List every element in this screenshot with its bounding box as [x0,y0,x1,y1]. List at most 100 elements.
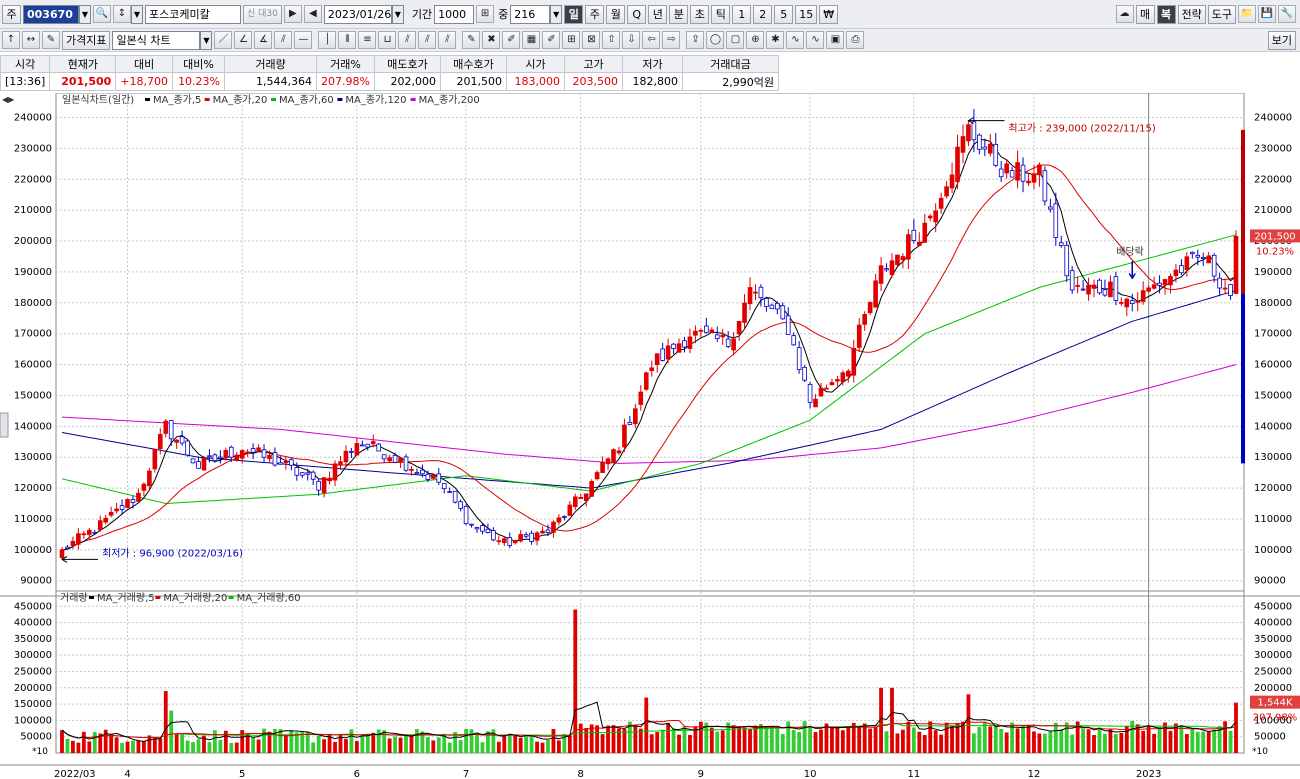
candle-body [1173,269,1179,277]
candle-body [1075,285,1080,287]
candle-body [933,210,938,223]
period-button-8[interactable]: 1 [732,4,752,24]
chart-type-dropdown-icon[interactable]: ▼ [200,30,213,50]
candle-body [676,343,682,353]
draw-tool-icon-12[interactable]: ✎ [462,31,481,49]
candle-body [1200,257,1206,259]
draw-tool-icon-28[interactable]: ∿ [786,31,805,49]
save-icon[interactable]: 💾 [1258,5,1276,23]
strategy-button[interactable]: 전략 [1177,4,1206,24]
volume-bar [819,729,823,753]
volume-bar [169,710,174,753]
history-dropdown-icon[interactable]: ▼ [131,4,143,24]
date-dropdown-icon[interactable]: ▼ [391,4,404,24]
draw-tool-icon-19[interactable]: ⇧ [602,31,621,49]
expand-icon[interactable]: ↔ [22,31,40,49]
market-type-button[interactable]: 주 [2,4,21,24]
view-button[interactable]: 보기 [1267,30,1296,50]
draw-tool-icon-2[interactable]: ∡ [254,31,273,49]
volume-bar [1070,734,1075,753]
code-dropdown-icon[interactable]: ▼ [79,4,91,24]
cloud-icon[interactable]: ☁ [1115,5,1134,23]
wrench-icon[interactable]: 🔧 [1278,5,1296,23]
period-button-0[interactable]: 일 [564,4,584,24]
play-back-icon[interactable]: ◀ [303,5,322,23]
weight-dropdown-icon[interactable]: ▼ [550,4,563,24]
indicator-button[interactable]: 가격지표 [62,30,111,50]
period-button-4[interactable]: 년 [648,4,668,24]
price-tick-label-right: 160000 [1254,360,1292,371]
chart-type-select[interactable]: 일본식 차트 [112,30,201,50]
volume-bar [1081,728,1086,753]
draw-tool-icon-8[interactable]: ⊔ [378,31,397,49]
draw-tool-icon-14[interactable]: ✐ [502,31,521,49]
price-tick-label-left: 170000 [14,329,52,340]
draw-tool-icon-31[interactable]: ⎙ [846,31,865,49]
period-input[interactable]: 1000 [434,4,475,24]
draw-tool-icon-13[interactable]: ✖ [482,31,501,49]
volume-bar [944,722,949,753]
draw-tool-icon-27[interactable]: ✱ [766,31,785,49]
period-button-1[interactable]: 주 [585,4,605,24]
edit-icon[interactable]: ✎ [42,31,60,49]
draw-tool-icon-15[interactable]: ▦ [522,31,541,49]
draw-tool-icon-23[interactable]: ⇪ [686,31,705,49]
draw-tool-icon-30[interactable]: ▣ [826,31,845,49]
draw-tool-icon-9[interactable]: ⫽ [398,31,417,49]
draw-tool-icon-7[interactable]: ≡ [358,31,377,49]
draw-tool-icon-0[interactable]: ／ [214,31,233,49]
tools-button[interactable]: 도구 [1207,4,1236,24]
candle-body [889,260,895,276]
period-button-3[interactable]: Q [627,4,647,24]
volume-bar [431,740,436,753]
legend-swatch [155,596,161,599]
draw-tool-icon-18[interactable]: ⊠ [582,31,601,49]
open-folder-icon[interactable]: 📁 [1238,5,1256,23]
period-label: 기간 [411,8,433,21]
draw-tool-icon-1[interactable]: ∠ [234,31,253,49]
volume-bar [922,735,927,753]
draw-tool-icon-29[interactable]: ∿ [806,31,825,49]
period-button-12[interactable]: ₩ [819,4,839,24]
period-button-2[interactable]: 월 [606,4,626,24]
candle-body [179,436,185,444]
draw-tool-icon-25[interactable]: ▢ [726,31,745,49]
multi-button[interactable]: 복 [1156,4,1176,24]
grid-icon[interactable]: ⊞ [476,5,495,23]
draw-tool-icon-24[interactable]: ◯ [706,31,725,49]
candle-body [103,517,108,523]
draw-tool-icon-16[interactable]: ✐ [542,31,561,49]
volume-bar [655,732,660,753]
draw-tool-icon-22[interactable]: ⇨ [662,31,681,49]
candle-body [534,532,540,541]
draw-tool-icon-10[interactable]: ⫽ [418,31,437,49]
date-input[interactable]: 2023/01/26 [323,4,392,24]
stock-code-input[interactable]: 003670 [23,4,79,24]
buy-sell-button[interactable]: 매 [1135,4,1155,24]
candle-body [491,530,496,541]
draw-tool-icon-21[interactable]: ⇦ [642,31,661,49]
period-button-10[interactable]: 5 [774,4,794,24]
draw-tool-icon-6[interactable]: ⦀ [338,31,357,49]
period-button-9[interactable]: 2 [753,4,773,24]
period-button-7[interactable]: 틱 [711,4,731,24]
draw-tool-icon-20[interactable]: ⇩ [622,31,641,49]
draw-tool-icon-11[interactable]: ⫽ [438,31,457,49]
play-forward-icon[interactable]: ▶ [283,5,302,23]
draw-tool-icon-17[interactable]: ⊞ [562,31,581,49]
period-button-6[interactable]: 초 [690,4,710,24]
draw-tool-icon-26[interactable]: ⊕ [746,31,765,49]
draw-tool-icon-5[interactable]: │ [318,31,337,49]
stock-chart[interactable]: 90000 90000 100000 100000 110000 110000 120000… [0,93,1300,779]
period-button-11[interactable]: 15 [795,4,818,24]
period-button-5[interactable]: 분 [669,4,689,24]
search-icon[interactable]: 🔍 [93,5,111,23]
sort-icon[interactable]: ↕ [113,5,131,23]
candle-body [431,474,436,479]
arrow-up-icon[interactable]: ↑ [2,31,20,49]
draw-tool-icon-3[interactable]: ⫽ [274,31,293,49]
candle-body [589,481,594,497]
draw-tool-icon-4[interactable]: — [294,31,313,49]
candle-body [993,143,999,166]
weight-input[interactable]: 216 [510,4,551,24]
